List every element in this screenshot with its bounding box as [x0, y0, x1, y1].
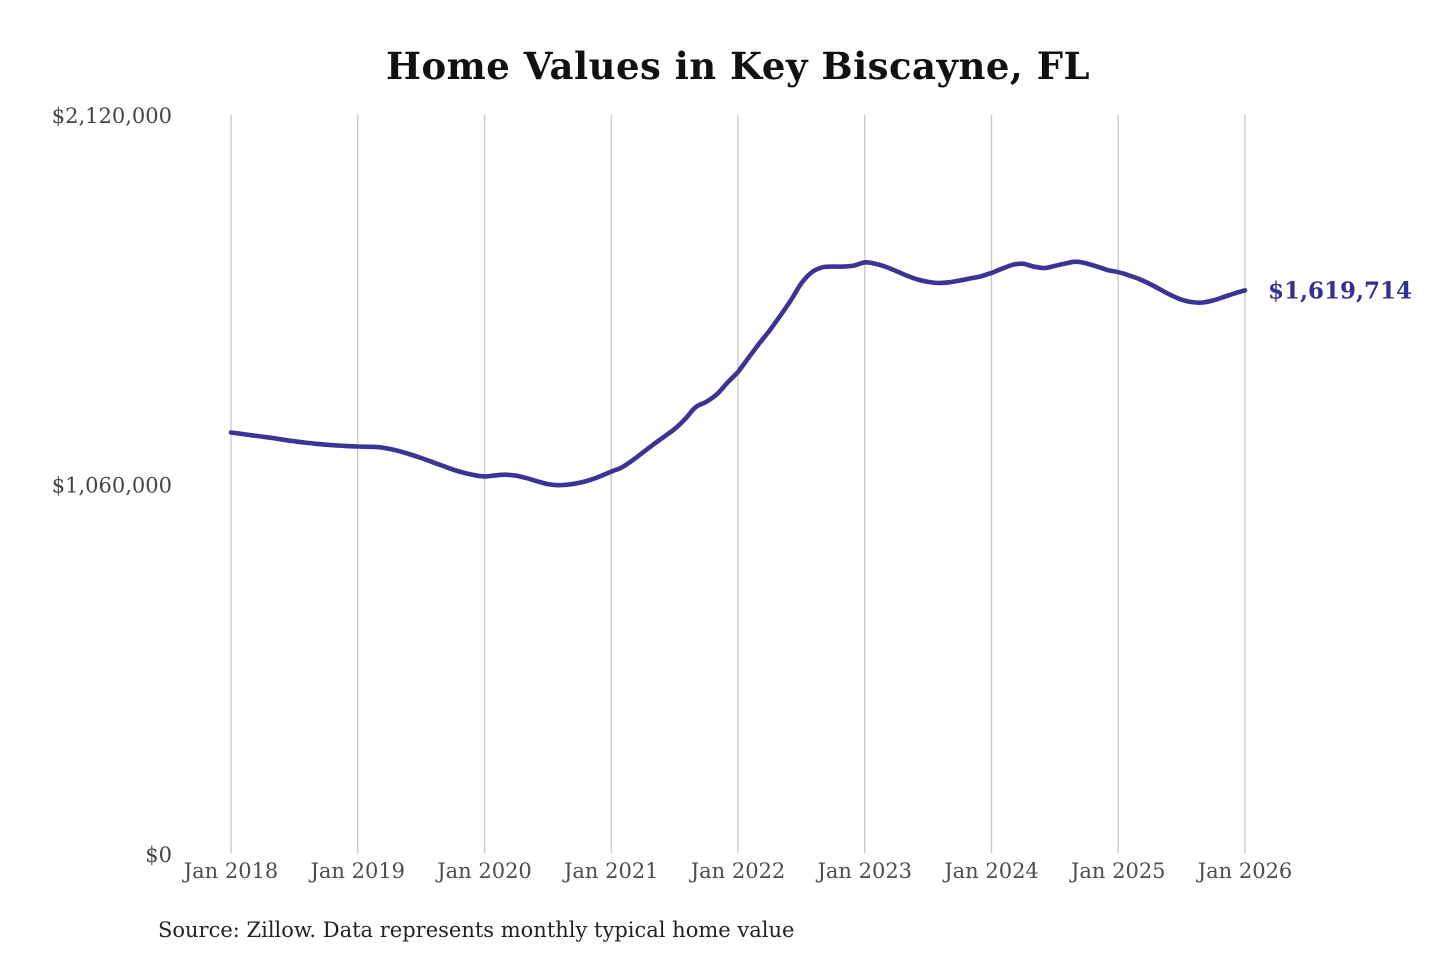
x-tick-label: Jan 2025	[1069, 859, 1166, 883]
x-tick-label: Jan 2021	[562, 859, 659, 883]
y-tick-label: $1,060,000	[52, 474, 172, 498]
home-value-line	[228, 259, 1248, 488]
x-tick-label: Jan 2026	[1196, 859, 1293, 883]
x-tick-label: Jan 2020	[435, 859, 532, 883]
chart-title: Home Values in Key Biscayne, FL	[386, 44, 1090, 88]
x-tick-label: Jan 2022	[689, 859, 786, 883]
end-value-label: $1,619,714	[1268, 277, 1412, 304]
x-tick-label: Jan 2024	[942, 859, 1039, 883]
y-tick-label: $0	[145, 843, 172, 867]
y-tick-label: $2,120,000	[52, 104, 172, 128]
source-note: Source: Zillow. Data represents monthly …	[158, 918, 795, 942]
x-tick-label: Jan 2019	[308, 859, 405, 883]
x-tick-label: Jan 2023	[815, 859, 912, 883]
x-tick-label: Jan 2018	[182, 859, 279, 883]
